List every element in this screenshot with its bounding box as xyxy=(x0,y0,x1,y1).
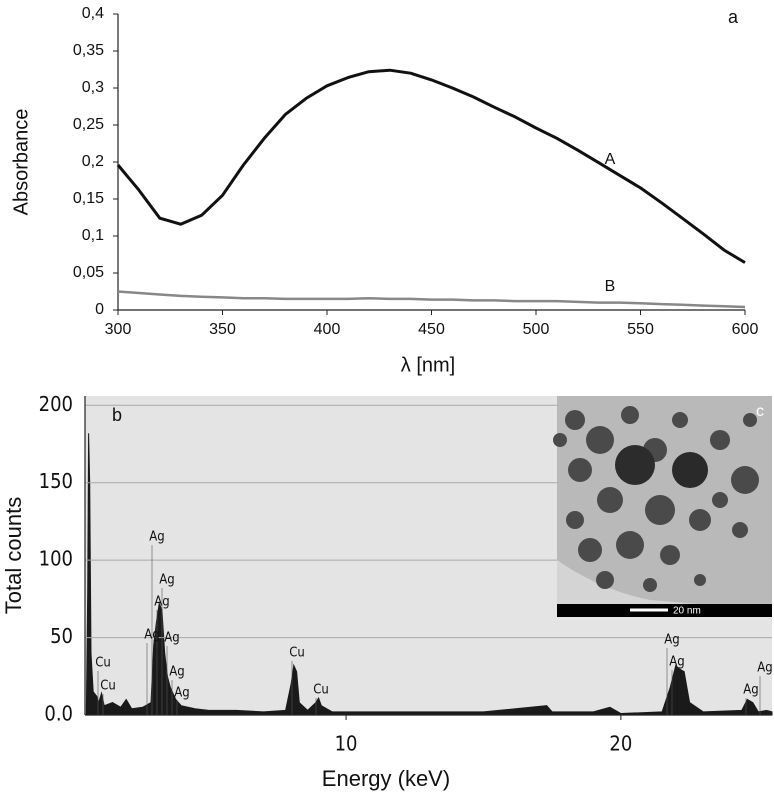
y-tick-label: 0,05 xyxy=(73,264,104,281)
x-tick-label: 10 xyxy=(335,732,358,756)
peak-label: Ag xyxy=(149,530,164,545)
peak-label: Ag xyxy=(174,686,189,701)
y-tick-label: 0,35 xyxy=(73,42,104,59)
x-tick-label: 300 xyxy=(105,321,132,338)
panel-label: b xyxy=(112,405,122,425)
scale-bar-label: 20 nm xyxy=(673,606,701,617)
series-label: B xyxy=(605,278,616,295)
peak-label: Cu xyxy=(100,679,116,694)
series-line xyxy=(116,68,746,264)
y-tick-label: 0,4 xyxy=(82,5,104,22)
peak-label: Ag xyxy=(664,633,679,648)
y-tick-label: 0,1 xyxy=(82,227,104,244)
y-tick-label: 0,25 xyxy=(73,116,104,133)
x-tick-label: 500 xyxy=(523,321,550,338)
peak-label: Ag xyxy=(144,628,159,643)
peak-label: Ag xyxy=(669,655,684,670)
peak-label: Cu xyxy=(313,683,329,698)
y-tick-label: 0,3 xyxy=(82,79,104,96)
series-label: A xyxy=(605,151,616,168)
y-tick-label: 0.0 xyxy=(44,702,73,726)
series-line xyxy=(117,290,746,309)
inset-label: c xyxy=(756,403,764,420)
particles xyxy=(553,406,759,592)
peak-label: Ag xyxy=(159,573,174,588)
y-tick-label: 200 xyxy=(39,392,73,416)
panel-label: a xyxy=(728,7,739,27)
peak-label: Ag xyxy=(154,595,169,610)
x-tick-label: 400 xyxy=(314,321,341,338)
x-tick-label: 550 xyxy=(627,321,654,338)
y-axis-label: Absorbance xyxy=(10,109,32,216)
peak-label: Ag xyxy=(164,631,179,646)
peak-label: Ag xyxy=(757,661,772,676)
peak-label: Cu xyxy=(289,646,305,661)
x-tick-label: 20 xyxy=(609,732,632,756)
x-axis-label: Energy (keV) xyxy=(322,766,450,791)
y-tick-label: 100 xyxy=(39,547,73,571)
y-tick-label: 0 xyxy=(95,301,104,318)
spectrum xyxy=(85,433,773,716)
x-tick-label: 450 xyxy=(418,321,445,338)
peak-label: Ag xyxy=(743,683,758,698)
y-tick-label: 0,15 xyxy=(73,190,104,207)
x-tick-label: 600 xyxy=(732,321,759,338)
peak-label: Cu xyxy=(95,656,111,671)
peak-label: Ag xyxy=(169,665,184,680)
y-tick-label: 50 xyxy=(50,624,73,648)
x-tick-label: 350 xyxy=(209,321,236,338)
inset-background xyxy=(557,560,772,617)
y-tick-label: 0,2 xyxy=(82,153,104,170)
x-axis-label: λ [nm] xyxy=(401,354,455,376)
tem-inset: 20 nm c xyxy=(553,396,772,617)
y-tick-label: 150 xyxy=(39,469,73,493)
y-axis-label: Total counts xyxy=(1,497,26,614)
